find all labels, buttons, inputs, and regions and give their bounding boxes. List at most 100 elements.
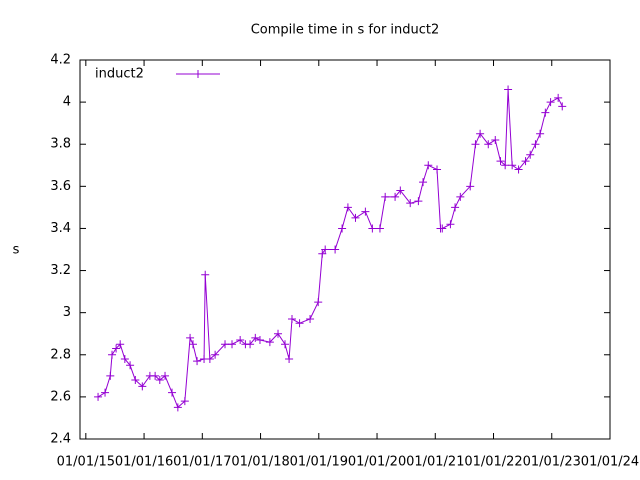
point-marker: [508, 161, 517, 170]
point-marker: [251, 333, 260, 342]
point-marker: [116, 340, 125, 349]
point-marker: [484, 140, 493, 149]
y-tick-label: 4: [63, 95, 71, 110]
y-tick-label: 3.2: [50, 263, 71, 278]
x-tick-label: 01/01/22: [464, 455, 522, 470]
point-marker: [126, 361, 135, 370]
x-tick-label: 01/01/15: [57, 455, 115, 470]
y-tick-label: 2.6: [50, 389, 71, 404]
point-marker: [108, 350, 117, 359]
point-marker: [424, 161, 433, 170]
point-marker: [558, 102, 567, 111]
point-marker: [381, 192, 390, 201]
point-marker: [138, 382, 147, 391]
point-marker: [343, 203, 352, 212]
x-tick-label: 01/01/16: [115, 455, 173, 470]
point-marker: [306, 314, 315, 323]
point-marker: [514, 165, 523, 174]
point-marker: [193, 357, 202, 366]
x-tick-label: 01/01/20: [348, 455, 406, 470]
point-marker: [168, 388, 177, 397]
x-tick-label: 01/01/24: [581, 455, 639, 470]
point-marker: [188, 340, 197, 349]
point-marker: [285, 354, 294, 363]
point-marker: [186, 333, 195, 342]
point-marker: [351, 213, 360, 222]
point-marker: [414, 197, 423, 206]
x-tick-label: 01/01/18: [231, 455, 289, 470]
x-tick-label: 01/01/19: [290, 455, 348, 470]
point-marker: [236, 336, 245, 345]
point-marker: [546, 98, 555, 107]
point-marker: [504, 85, 513, 94]
point-marker: [131, 376, 140, 385]
point-marker: [466, 182, 475, 191]
point-marker: [246, 340, 255, 349]
y-tick-label: 3: [63, 305, 71, 320]
plot-border: [79, 59, 611, 440]
point-marker: [396, 186, 405, 195]
y-tick-label: 4.2: [50, 53, 71, 68]
point-marker: [456, 192, 465, 201]
point-marker: [391, 192, 400, 201]
point-marker: [265, 338, 274, 347]
point-marker: [536, 129, 545, 138]
x-tick-label: 01/01/23: [523, 455, 581, 470]
point-marker: [321, 245, 330, 254]
point-marker: [155, 376, 164, 385]
point-marker: [531, 140, 540, 149]
point-marker: [446, 220, 455, 229]
point-marker: [281, 340, 290, 349]
legend-marker: [194, 70, 202, 78]
point-marker: [221, 340, 230, 349]
point-marker: [120, 354, 129, 363]
point-marker: [338, 224, 347, 233]
point-marker: [173, 403, 182, 412]
point-marker: [496, 157, 505, 166]
point-marker: [255, 336, 264, 345]
point-marker: [211, 350, 220, 359]
x-tick-label: 01/01/21: [406, 455, 464, 470]
y-tick-label: 3.8: [50, 137, 71, 152]
point-marker: [471, 140, 480, 149]
point-marker: [521, 157, 530, 166]
point-marker: [101, 388, 110, 397]
point-marker: [161, 371, 170, 380]
y-axis-label: s: [13, 243, 20, 258]
point-marker: [406, 199, 415, 208]
point-marker: [331, 245, 340, 254]
point-marker: [501, 161, 510, 170]
point-marker: [112, 344, 121, 353]
point-marker: [201, 270, 210, 279]
point-marker: [438, 224, 447, 233]
point-marker: [295, 319, 304, 328]
point-marker: [180, 397, 189, 406]
point-marker: [318, 249, 327, 258]
point-marker: [361, 207, 370, 216]
point-marker: [151, 371, 160, 380]
point-marker: [433, 165, 442, 174]
y-tick-label: 3.6: [50, 179, 71, 194]
point-marker: [375, 224, 384, 233]
point-marker: [526, 150, 535, 159]
legend-label: induct2: [95, 67, 144, 82]
point-marker: [554, 93, 563, 102]
point-marker: [491, 136, 500, 145]
y-tick-label: 2.4: [50, 432, 71, 447]
point-marker: [314, 298, 323, 307]
point-marker: [419, 178, 428, 187]
point-marker: [451, 203, 460, 212]
point-marker: [106, 371, 115, 380]
x-tick-label: 01/01/17: [173, 455, 231, 470]
point-marker: [228, 340, 237, 349]
point-marker: [274, 329, 283, 338]
point-marker: [94, 392, 103, 401]
y-tick-label: 3.4: [50, 221, 71, 236]
point-marker: [205, 354, 214, 363]
point-marker: [368, 224, 377, 233]
point-marker: [476, 129, 485, 138]
point-marker: [541, 108, 550, 117]
y-tick-label: 2.8: [50, 347, 71, 362]
